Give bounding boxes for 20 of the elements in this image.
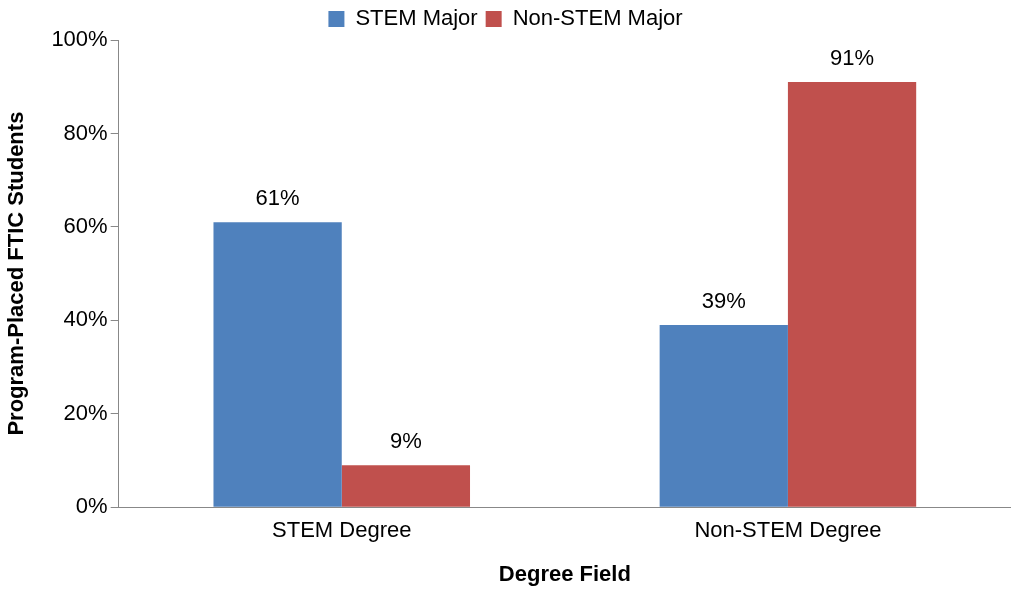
data-label: 9% [389, 428, 422, 454]
data-label: 39% [701, 288, 746, 314]
y-tick-label: 80% [63, 119, 108, 145]
data-label: 91% [830, 45, 875, 71]
data-label: 61% [255, 185, 300, 211]
bar [659, 324, 788, 507]
y-tick-label: 40% [63, 306, 108, 332]
bar [213, 222, 342, 507]
y-tick-label: 100% [51, 26, 108, 52]
x-tick-label: STEM Degree [272, 517, 412, 543]
bar [341, 465, 471, 507]
y-tick-label: 0% [75, 493, 108, 519]
legend-label: STEM Major [355, 5, 478, 31]
x-axis-title: Degree Field [498, 560, 631, 586]
legend-label: Non-STEM Major [512, 5, 683, 31]
x-tick-label: Non-STEM Degree [694, 517, 882, 543]
y-axis-title: Program-Placed FTIC Students [3, 111, 29, 436]
y-tick-label: 60% [63, 212, 108, 238]
bar [787, 82, 917, 507]
y-tick-label: 20% [63, 399, 108, 425]
